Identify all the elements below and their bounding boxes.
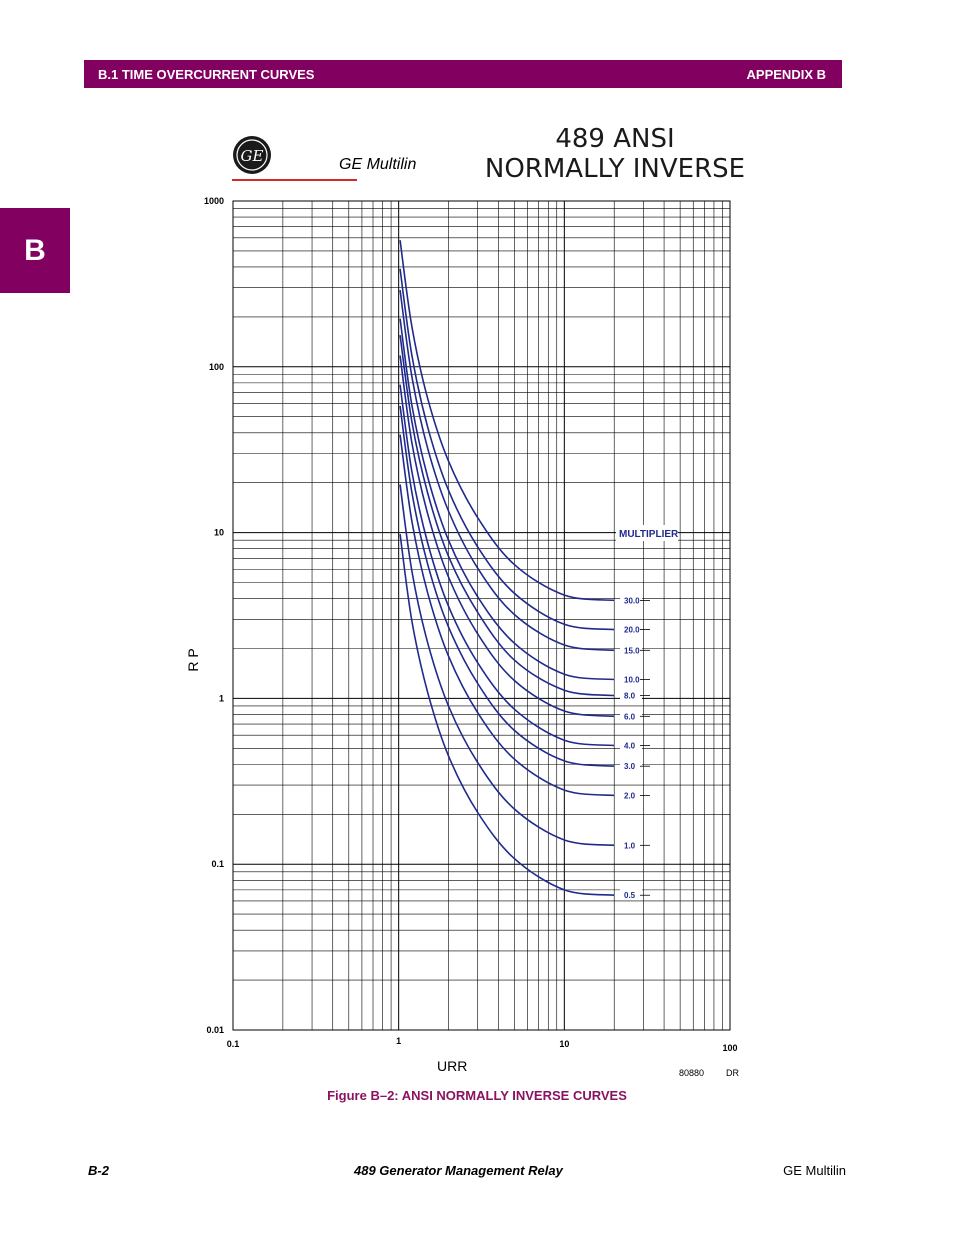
legend-label: 6.0	[624, 712, 636, 721]
curve-multiplier-30-0	[399, 240, 615, 602]
legend-label-bg	[620, 839, 642, 851]
legend-label-bg	[620, 789, 642, 801]
legend-label-bg	[620, 739, 642, 751]
curve-multiplier-0-5	[399, 533, 615, 896]
brand-area: GE	[230, 133, 430, 183]
chart-title: 489 ANSI NORMALLY INVERSE	[440, 124, 790, 184]
chart-title-line-2: NORMALLY INVERSE	[484, 154, 746, 184]
curve-multiplier-2-0	[399, 434, 615, 797]
legend-label-bg	[620, 689, 642, 701]
y-tick-label: 1	[219, 693, 224, 703]
curve-multiplier-3-0	[399, 405, 615, 767]
legend-label: 8.0	[624, 692, 636, 701]
y-tick-labels: 0.01 0.1 1 10 100 1000	[204, 196, 224, 1035]
section-title: B.1 TIME OVERCURRENT CURVES	[98, 67, 315, 82]
curve-multiplier-1-0	[399, 484, 615, 847]
company-name: GE Multilin	[783, 1163, 846, 1178]
curve-multiplier-20-0	[399, 268, 615, 631]
legend-label-bg	[620, 710, 642, 722]
curve-multiplier-6-0	[399, 355, 615, 718]
page-number: B-2	[88, 1163, 109, 1178]
multiplier-legend: MULTIPLIER 30.0 20.0 15.0 10.0 8.0 6.0 4.0 3.0 2.…	[616, 525, 679, 901]
drawing-number: 80880	[679, 1068, 704, 1078]
legend-label: 15.0	[624, 646, 640, 655]
x-tick-label: 1	[396, 1036, 401, 1046]
brand-underline	[232, 179, 357, 181]
legend-label-bg	[620, 673, 642, 685]
legend-label-bg	[620, 644, 642, 656]
chart-title-line-1: 489 ANSI	[555, 124, 675, 154]
y-tick-label: 100	[209, 362, 224, 372]
product-name: 489 Generator Management Relay	[354, 1163, 563, 1178]
x-tick-label: 0.1	[227, 1039, 240, 1049]
y-axis-label: R P	[185, 648, 201, 671]
y-tick-label: 0.1	[211, 859, 224, 869]
curve-multiplier-15-0	[399, 289, 615, 652]
chart-grid	[232, 201, 730, 1031]
x-tick-label: 100	[722, 1043, 737, 1053]
legend-label: 4.0	[624, 741, 636, 750]
legend-title-bg	[616, 525, 678, 541]
legend-label: 1.0	[624, 841, 636, 850]
legend-label: 0.5	[624, 891, 636, 900]
legend-label: 30.0	[624, 596, 640, 605]
y-tick-label: 10	[214, 528, 224, 538]
legend-label: 3.0	[624, 762, 636, 771]
page-header: B.1 TIME OVERCURRENT CURVES APPENDIX B	[84, 60, 842, 88]
x-tick-label: 10	[559, 1039, 569, 1049]
y-tick-label: 0.01	[206, 1025, 224, 1035]
ge-logo-text: GE	[241, 147, 264, 165]
plot-frame	[232, 200, 731, 1031]
appendix-side-tab: B	[0, 208, 70, 293]
curve-multiplier-10-0	[399, 318, 615, 681]
y-tick-label: 1000	[204, 196, 224, 206]
legend-label-bg	[620, 594, 642, 606]
legend-label: 2.0	[624, 791, 636, 800]
legend-label-bg	[620, 623, 642, 635]
brand-name: GE Multilin	[339, 156, 417, 173]
multiplier-curves	[399, 240, 615, 896]
legend-label-bg	[620, 760, 642, 772]
legend-label: 20.0	[624, 626, 640, 635]
curve-multiplier-4-0	[399, 384, 615, 747]
x-tick-labels: 0.1 1 10 100	[227, 1036, 738, 1053]
appendix-label: APPENDIX B	[746, 67, 826, 82]
figure-caption: Figure B–2: ANSI NORMALLY INVERSE CURVES	[327, 1088, 627, 1103]
legend-title: MULTIPLIER	[619, 529, 679, 540]
drawing-ref: DR	[726, 1068, 739, 1078]
x-axis-label: URR	[437, 1058, 467, 1074]
curve-multiplier-8-0	[399, 335, 615, 697]
legend-label: 10.0	[624, 676, 640, 685]
legend-label-bg	[620, 889, 642, 901]
ge-logo-icon: GE	[233, 136, 271, 174]
